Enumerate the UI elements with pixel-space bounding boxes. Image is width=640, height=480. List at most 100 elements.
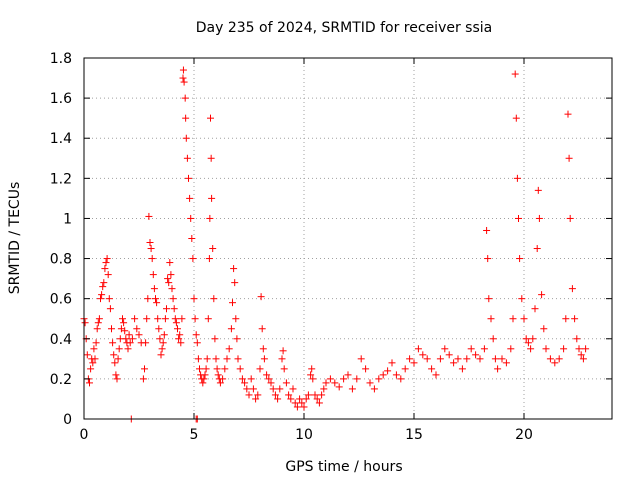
data-point <box>296 395 304 403</box>
data-point <box>423 355 431 363</box>
data-point <box>147 245 155 253</box>
data-point <box>515 214 522 222</box>
data-point <box>124 345 132 353</box>
x-tick-label: 0 <box>80 427 89 443</box>
data-point <box>120 319 128 327</box>
data-point <box>219 375 227 383</box>
data-point <box>257 293 265 301</box>
data-point <box>293 403 301 411</box>
data-point <box>274 395 282 403</box>
data-point <box>108 325 115 333</box>
data-point <box>278 355 286 363</box>
data-point <box>291 399 299 407</box>
data-point <box>258 325 266 333</box>
data-point <box>157 351 165 359</box>
data-point <box>379 371 387 379</box>
data-point <box>141 365 148 373</box>
x-axis-tick-labels: 0 5 10 15 20 <box>80 427 533 443</box>
data-point <box>454 355 462 363</box>
data-point <box>191 315 199 323</box>
data-point <box>101 265 109 273</box>
data-point <box>204 315 212 323</box>
y-tick-label: 0.2 <box>50 372 72 388</box>
data-point <box>366 379 374 387</box>
data-point <box>357 355 365 363</box>
data-point <box>401 365 409 373</box>
data-point <box>92 339 100 347</box>
data-point <box>121 327 129 335</box>
data-point <box>392 371 400 379</box>
data-point <box>232 315 240 323</box>
data-point <box>542 345 550 353</box>
x-tick-label: 15 <box>405 427 423 443</box>
data-point <box>89 359 97 367</box>
data-point <box>225 345 233 353</box>
data-point <box>308 365 316 373</box>
data-point <box>463 355 471 363</box>
data-point <box>484 255 492 263</box>
data-point <box>320 385 328 393</box>
data-point <box>476 355 484 363</box>
data-point <box>179 74 187 82</box>
data-point <box>535 214 543 222</box>
data-point <box>169 295 177 303</box>
data-point <box>175 335 183 343</box>
data-point <box>236 365 244 373</box>
data-point <box>142 339 150 347</box>
data-point <box>156 335 164 343</box>
data-point <box>211 335 219 343</box>
data-point <box>252 395 260 403</box>
data-point <box>171 315 179 323</box>
data-point <box>304 391 312 399</box>
data-point <box>102 259 110 267</box>
data-point <box>344 371 352 379</box>
data-point <box>165 279 173 287</box>
data-point <box>190 295 198 303</box>
data-point <box>213 365 221 373</box>
data-point <box>513 174 521 182</box>
data-point <box>516 255 524 263</box>
data-point <box>114 355 122 363</box>
data-point <box>538 291 546 299</box>
data-point <box>279 347 287 355</box>
data-point <box>565 154 573 162</box>
data-point <box>170 305 178 313</box>
data-point <box>555 355 563 363</box>
data-point <box>313 395 321 403</box>
data-point <box>254 391 262 399</box>
data-point <box>125 331 133 339</box>
data-point <box>531 305 539 313</box>
y-tick-label: 1.2 <box>50 171 72 187</box>
y-axis-label: SRMTID / TECUs <box>7 182 23 295</box>
data-point <box>93 325 101 333</box>
data-point <box>540 325 548 333</box>
data-point <box>282 379 290 387</box>
plot-frame <box>83 57 613 420</box>
x-axis-label: GPS time / hours <box>285 459 402 475</box>
data-point <box>167 271 175 279</box>
data-point <box>229 299 236 307</box>
data-point <box>353 375 361 383</box>
data-point <box>104 271 112 279</box>
data-point <box>512 114 520 122</box>
data-point <box>441 345 449 353</box>
data-point <box>546 355 554 363</box>
data-point <box>160 331 168 339</box>
data-point <box>472 351 480 359</box>
data-point <box>551 359 559 367</box>
data-point <box>153 299 161 307</box>
data-point <box>109 339 117 347</box>
data-point <box>265 375 273 383</box>
data-point <box>534 186 542 194</box>
data-point <box>98 291 106 299</box>
data-point <box>511 70 519 78</box>
data-point <box>119 315 126 323</box>
data-point <box>159 339 167 347</box>
data-point <box>179 66 187 74</box>
data-point <box>309 375 317 383</box>
data-point <box>166 259 174 267</box>
data-point <box>208 194 216 202</box>
data-point <box>480 345 488 353</box>
data-point <box>331 379 339 387</box>
